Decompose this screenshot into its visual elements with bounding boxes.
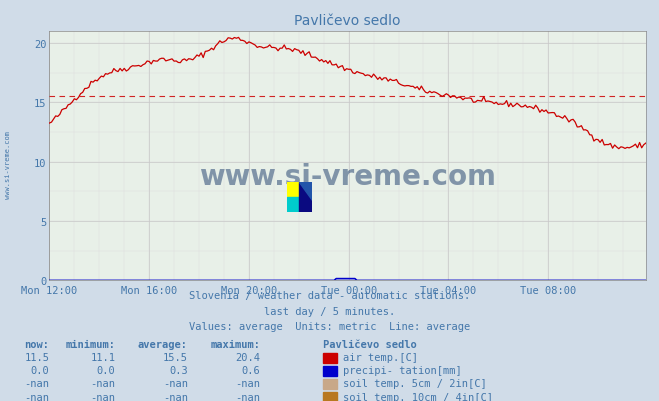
- Text: -nan: -nan: [163, 379, 188, 389]
- Text: precipi- tation[mm]: precipi- tation[mm]: [343, 365, 461, 375]
- Text: -nan: -nan: [163, 392, 188, 401]
- Text: air temp.[C]: air temp.[C]: [343, 352, 418, 362]
- Text: average:: average:: [138, 339, 188, 349]
- Text: now:: now:: [24, 339, 49, 349]
- Text: 0.6: 0.6: [242, 365, 260, 375]
- Bar: [299, 182, 312, 213]
- Text: soil temp. 5cm / 2in[C]: soil temp. 5cm / 2in[C]: [343, 379, 486, 389]
- Text: maximum:: maximum:: [210, 339, 260, 349]
- Text: www.si-vreme.com: www.si-vreme.com: [199, 162, 496, 190]
- Polygon shape: [299, 182, 312, 200]
- Text: -nan: -nan: [90, 392, 115, 401]
- Text: Pavličevo sedlo: Pavličevo sedlo: [323, 339, 416, 349]
- Text: minimum:: minimum:: [65, 339, 115, 349]
- Text: soil temp. 10cm / 4in[C]: soil temp. 10cm / 4in[C]: [343, 392, 493, 401]
- Text: Values: average  Units: metric  Line: average: Values: average Units: metric Line: aver…: [189, 321, 470, 331]
- Text: 11.5: 11.5: [24, 352, 49, 362]
- Title: Pavličevo sedlo: Pavličevo sedlo: [295, 14, 401, 28]
- Text: last day / 5 minutes.: last day / 5 minutes.: [264, 306, 395, 316]
- Text: www.si-vreme.com: www.si-vreme.com: [5, 130, 11, 198]
- Text: 0.0: 0.0: [97, 365, 115, 375]
- Text: -nan: -nan: [235, 392, 260, 401]
- Text: Slovenia / weather data - automatic stations.: Slovenia / weather data - automatic stat…: [189, 291, 470, 301]
- Text: -nan: -nan: [24, 379, 49, 389]
- Text: 15.5: 15.5: [163, 352, 188, 362]
- Text: -nan: -nan: [90, 379, 115, 389]
- Text: -nan: -nan: [24, 392, 49, 401]
- Bar: [287, 198, 299, 213]
- Text: 11.1: 11.1: [90, 352, 115, 362]
- Text: -nan: -nan: [235, 379, 260, 389]
- Text: 0.3: 0.3: [169, 365, 188, 375]
- Text: 20.4: 20.4: [235, 352, 260, 362]
- Bar: [287, 182, 299, 198]
- Text: 0.0: 0.0: [31, 365, 49, 375]
